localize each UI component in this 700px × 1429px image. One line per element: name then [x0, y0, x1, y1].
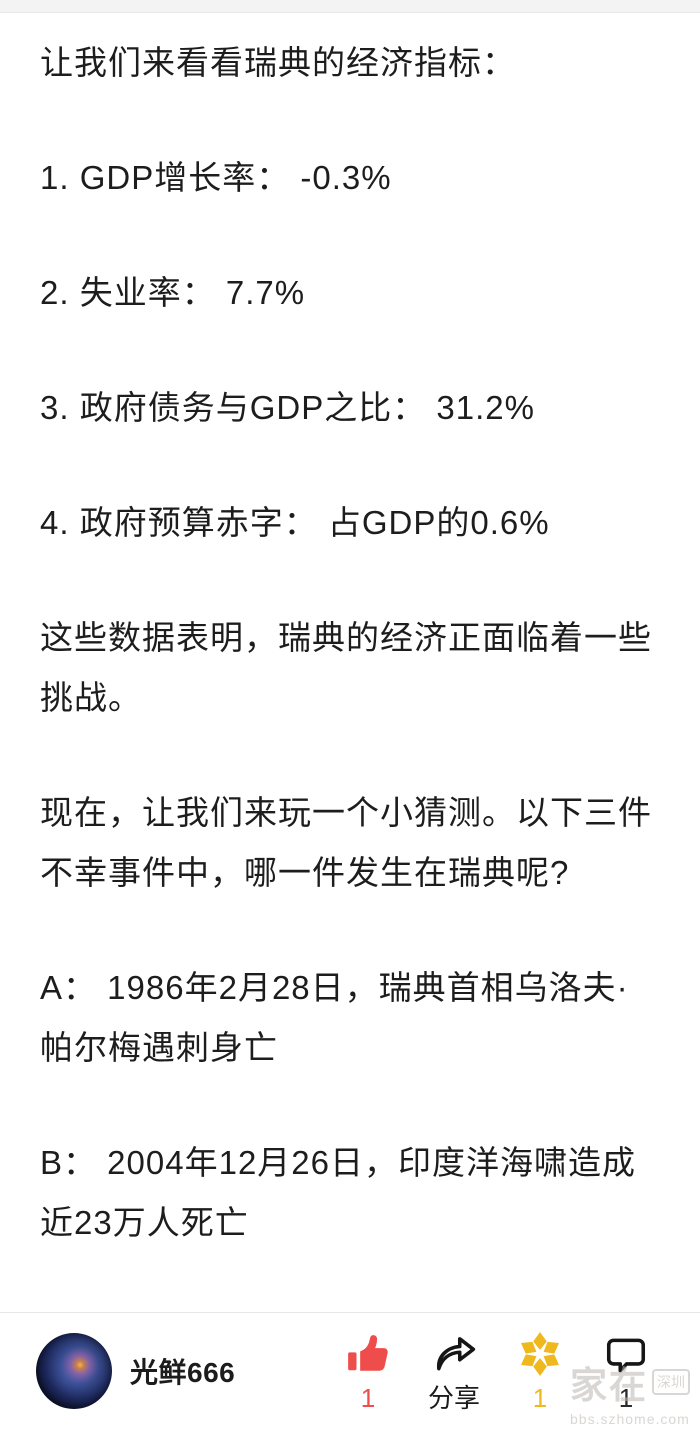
comment-button[interactable]: 1: [600, 1331, 652, 1412]
top-strip: [0, 0, 700, 13]
share-label: 分享: [428, 1382, 481, 1413]
flower-count: 1: [532, 1382, 548, 1413]
paragraph-line: 这些数据表明，瑞典的经济正面临着一些: [40, 619, 652, 656]
paragraph: A： 1986年2月28日，瑞典首相乌洛夫· 帕尔梅遇刺身亡: [40, 958, 664, 1078]
comment-bubble-icon: [606, 1338, 646, 1373]
thumb-up-icon: [348, 1334, 388, 1371]
paragraph-line: 4. 政府预算赤字： 占GDP的0.6%: [40, 504, 550, 541]
avatar[interactable]: [36, 1333, 112, 1409]
paragraph: 这些数据表明，瑞典的经济正面临着一些 挑战。: [40, 608, 664, 728]
share-button[interactable]: 分享: [428, 1331, 480, 1412]
paragraph-line: 1. GDP增长率： -0.3%: [40, 159, 392, 196]
comment-count: 1: [618, 1382, 634, 1413]
paragraph-line: 让我们来看看瑞典的经济指标：: [40, 44, 516, 81]
username: 光鲜666: [130, 1357, 236, 1388]
paragraph-line: 2. 失业率： 7.7%: [40, 274, 306, 311]
flower-button[interactable]: 1: [514, 1331, 566, 1412]
paragraph-line: 帕尔梅遇刺身亡: [40, 1029, 278, 1066]
flower-icon: [520, 1331, 560, 1376]
like-button[interactable]: 1: [342, 1331, 394, 1412]
paragraph-line: 现在，让我们来玩一个小猜测。以下三件: [40, 794, 652, 831]
paragraph: 1. GDP增长率： -0.3%: [40, 148, 664, 208]
author-info[interactable]: 光鲜666: [36, 1333, 235, 1409]
paragraph-line: 挑战。: [40, 679, 142, 716]
paragraph-line: A： 1986年2月28日，瑞典首相乌洛夫·: [40, 969, 629, 1006]
paragraph-line: 不幸事件中，哪一件发生在瑞典呢?: [40, 854, 570, 891]
paragraph: 3. 政府债务与GDP之比： 31.2%: [40, 378, 664, 438]
footer-bar: 光鲜666 1 分享: [0, 1312, 700, 1429]
paragraph-line: B： 2004年12月26日，印度洋海啸造成: [40, 1144, 637, 1181]
paragraph: B： 2004年12月26日，印度洋海啸造成 近23万人死亡: [40, 1133, 664, 1253]
paragraph: 让我们来看看瑞典的经济指标：: [40, 33, 664, 93]
like-count: 1: [360, 1382, 376, 1413]
post-body: 让我们来看看瑞典的经济指标： 1. GDP增长率： -0.3% 2. 失业率： …: [0, 13, 700, 1253]
paragraph: 现在，让我们来玩一个小猜测。以下三件 不幸事件中，哪一件发生在瑞典呢?: [40, 783, 664, 903]
share-arrow-icon: [437, 1336, 476, 1370]
paragraph-line: 3. 政府债务与GDP之比： 31.2%: [40, 389, 535, 426]
paragraph-line: 近23万人死亡: [40, 1204, 249, 1241]
paragraph: 4. 政府预算赤字： 占GDP的0.6%: [40, 493, 664, 553]
action-bar: 1 分享 1: [342, 1331, 652, 1412]
paragraph: 2. 失业率： 7.7%: [40, 263, 664, 323]
